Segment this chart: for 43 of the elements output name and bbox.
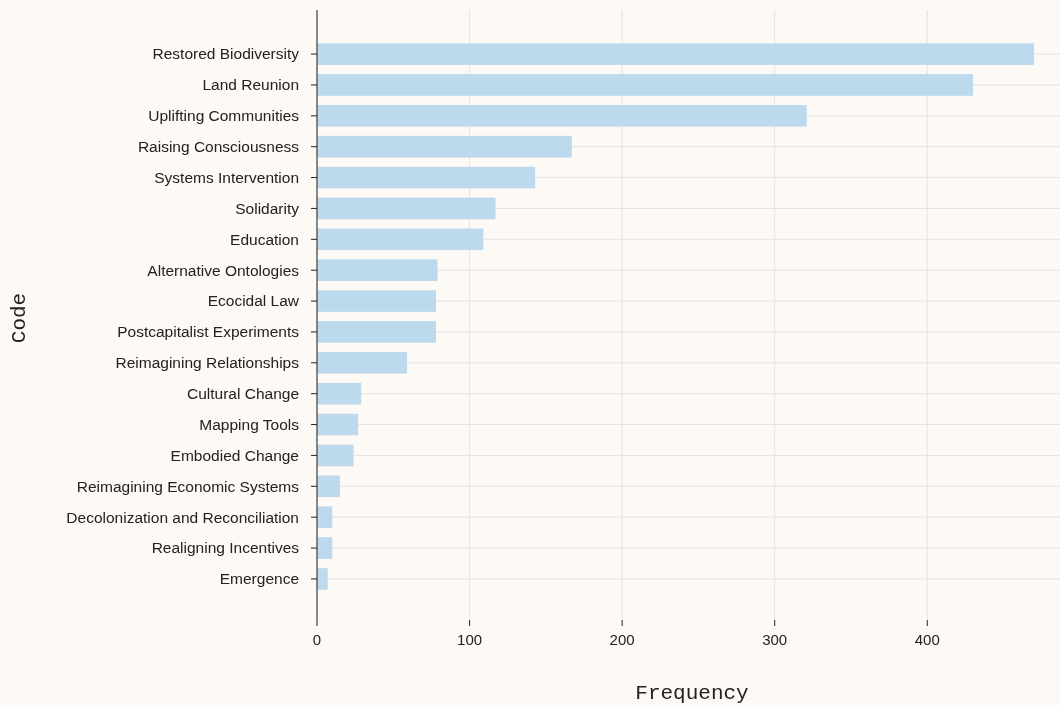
y-tick-label: Solidarity	[235, 199, 300, 217]
y-tick-label: Uplifting Communities	[148, 107, 300, 125]
y-tick-label: Restored Biodiversity	[152, 45, 300, 63]
x-axis-title: Frequency	[635, 682, 749, 705]
bar	[317, 166, 536, 189]
bar	[317, 197, 496, 220]
bar	[317, 352, 408, 374]
y-tick-label: Alternative Ontologies	[147, 261, 300, 279]
x-tick-label: 400	[914, 631, 940, 648]
y-tick-label: Land Reunion	[202, 76, 299, 94]
bar	[317, 259, 438, 281]
x-tick-label: 200	[609, 631, 635, 648]
y-tick-label: Postcapitalist Experiments	[117, 323, 300, 341]
y-tick-label: Decolonization and Reconciliation	[66, 508, 299, 526]
y-tick-label: Reimagining Economic Systems	[76, 477, 300, 495]
bar	[317, 321, 436, 343]
y-tick-label: Ecocidal Law	[207, 292, 300, 310]
y-tick-label: Mapping Tools	[199, 415, 300, 433]
y-tick-label: Cultural Change	[186, 385, 299, 403]
bar	[317, 475, 340, 498]
y-axis-title: Code	[8, 292, 31, 344]
bar	[317, 290, 436, 312]
bar	[317, 444, 354, 467]
bar	[317, 537, 333, 559]
bar	[317, 382, 362, 405]
bar	[317, 568, 328, 590]
bar	[317, 506, 333, 528]
bar	[317, 413, 359, 436]
x-tick-label: 0	[312, 631, 322, 648]
x-tick-label: 300	[762, 631, 788, 648]
bar	[317, 43, 1035, 65]
y-tick-label: Systems Intervention	[154, 168, 299, 186]
y-tick-label: Reimagining Relationships	[115, 354, 300, 372]
y-tick-label: Realigning Incentives	[151, 539, 300, 557]
y-tick-label: Education	[230, 230, 299, 248]
bar	[317, 74, 974, 96]
y-tick-label: Raising Consciousness	[137, 138, 300, 156]
bar	[317, 228, 484, 251]
bar	[317, 135, 572, 158]
x-tick-label: 100	[457, 631, 483, 648]
y-tick-label: Embodied Change	[170, 446, 299, 464]
y-tick-label: Emergence	[219, 570, 299, 588]
bar	[317, 105, 807, 127]
